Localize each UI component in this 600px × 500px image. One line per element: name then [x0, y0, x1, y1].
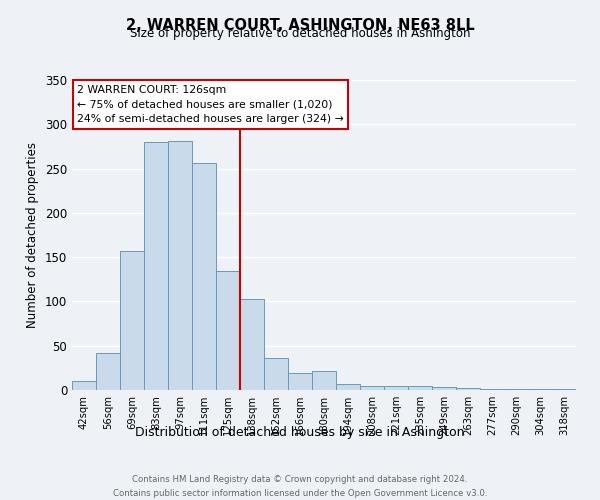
Bar	[168, 141, 192, 390]
Y-axis label: Number of detached properties: Number of detached properties	[26, 142, 40, 328]
Bar	[432, 388, 456, 390]
Bar	[384, 386, 408, 390]
Text: Size of property relative to detached houses in Ashington: Size of property relative to detached ho…	[130, 28, 470, 40]
Bar	[528, 389, 552, 390]
Bar	[96, 353, 120, 390]
Bar	[288, 373, 312, 390]
Bar	[72, 381, 96, 390]
Bar	[504, 389, 528, 390]
Bar	[480, 389, 504, 390]
Bar	[336, 384, 360, 390]
Text: 2, WARREN COURT, ASHINGTON, NE63 8LL: 2, WARREN COURT, ASHINGTON, NE63 8LL	[125, 18, 475, 32]
Bar	[240, 299, 264, 390]
Bar	[120, 251, 144, 390]
Bar	[216, 272, 240, 390]
Bar	[408, 386, 432, 390]
Bar	[552, 389, 576, 390]
Bar	[144, 142, 168, 390]
Text: 2 WARREN COURT: 126sqm
← 75% of detached houses are smaller (1,020)
24% of semi-: 2 WARREN COURT: 126sqm ← 75% of detached…	[77, 84, 344, 124]
Bar	[456, 388, 480, 390]
Bar	[192, 164, 216, 390]
Bar	[264, 358, 288, 390]
Bar	[312, 370, 336, 390]
Text: Contains HM Land Registry data © Crown copyright and database right 2024.
Contai: Contains HM Land Registry data © Crown c…	[113, 476, 487, 498]
Text: Distribution of detached houses by size in Ashington: Distribution of detached houses by size …	[135, 426, 465, 439]
Bar	[360, 386, 384, 390]
